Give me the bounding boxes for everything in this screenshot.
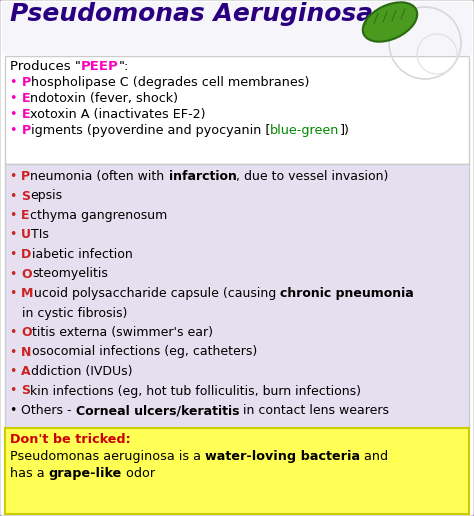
FancyBboxPatch shape [5,164,469,428]
Text: •: • [10,124,21,137]
Text: •: • [10,326,21,339]
Text: water-loving bacteria: water-loving bacteria [205,450,360,463]
Text: igments (pyoverdine and pyocyanin [: igments (pyoverdine and pyocyanin [ [31,124,270,137]
Text: A: A [21,365,31,378]
Text: steomyelitis: steomyelitis [32,267,108,281]
Text: •: • [10,346,21,359]
Text: grape-like: grape-like [49,467,122,480]
Text: , due to vessel invasion): , due to vessel invasion) [237,170,389,183]
Text: •: • [10,267,21,281]
Text: •: • [10,209,21,222]
Text: •: • [10,248,21,261]
Text: cthyma gangrenosum: cthyma gangrenosum [30,209,167,222]
Text: •: • [10,404,21,417]
Text: has a: has a [10,467,49,480]
Text: Don't be tricked:: Don't be tricked: [10,433,131,446]
FancyBboxPatch shape [5,428,469,514]
Text: iabetic infection: iabetic infection [32,248,132,261]
Text: ":: ": [118,60,129,73]
Text: O: O [21,326,32,339]
FancyBboxPatch shape [5,56,469,164]
Text: neumonia (often with: neumonia (often with [30,170,169,183]
Text: osocomial infections (eg, catheters): osocomial infections (eg, catheters) [32,346,257,359]
Text: in contact lens wearers: in contact lens wearers [239,404,389,417]
Text: blue-green: blue-green [270,124,340,137]
Text: E: E [21,209,30,222]
Text: TIs: TIs [31,229,49,241]
FancyBboxPatch shape [2,2,472,55]
Text: chronic pneumonia: chronic pneumonia [280,287,414,300]
Text: ddiction (IVDUs): ddiction (IVDUs) [31,365,133,378]
Text: M: M [21,287,34,300]
Text: P: P [21,124,31,137]
Text: titis externa (swimmer's ear): titis externa (swimmer's ear) [32,326,213,339]
Text: ndotoxin (fever, shock): ndotoxin (fever, shock) [30,92,178,105]
Text: D: D [21,248,32,261]
Text: •: • [10,189,21,202]
Text: •: • [10,384,21,397]
Text: O: O [21,267,32,281]
Text: P: P [21,170,30,183]
Text: S: S [21,384,30,397]
Text: ]): ]) [340,124,349,137]
Text: kin infections (eg, hot tub folliculitis, burn infections): kin infections (eg, hot tub folliculitis… [30,384,361,397]
Text: •: • [10,365,21,378]
Text: P: P [21,76,31,89]
Text: odor: odor [122,467,155,480]
Text: •: • [10,92,21,105]
Text: Pseudomonas aeruginosa is a: Pseudomonas aeruginosa is a [10,450,205,463]
Text: U: U [21,229,31,241]
Text: S: S [21,189,30,202]
Text: •: • [10,229,21,241]
Text: and: and [360,450,388,463]
Text: ucoid polysaccharide capsule (causing: ucoid polysaccharide capsule (causing [34,287,280,300]
Text: xotoxin A (inactivates EF-2): xotoxin A (inactivates EF-2) [30,108,206,121]
Text: •: • [10,108,21,121]
Ellipse shape [363,2,417,42]
Text: Others -: Others - [21,404,76,417]
Text: hospholipase C (degrades cell membranes): hospholipase C (degrades cell membranes) [31,76,309,89]
Text: epsis: epsis [30,189,63,202]
Text: •: • [10,287,21,300]
Text: E: E [21,108,30,121]
Text: infarction: infarction [169,170,237,183]
Text: in cystic fibrosis): in cystic fibrosis) [10,307,128,319]
Text: Pseudomonas Aeruginosa: Pseudomonas Aeruginosa [10,2,373,26]
Text: N: N [21,346,32,359]
Text: Produces ": Produces " [10,60,81,73]
Text: PEEP: PEEP [81,60,118,73]
Text: •: • [10,76,21,89]
Text: •: • [10,170,21,183]
Text: E: E [21,92,30,105]
Text: Corneal ulcers/keratitis: Corneal ulcers/keratitis [76,404,239,417]
